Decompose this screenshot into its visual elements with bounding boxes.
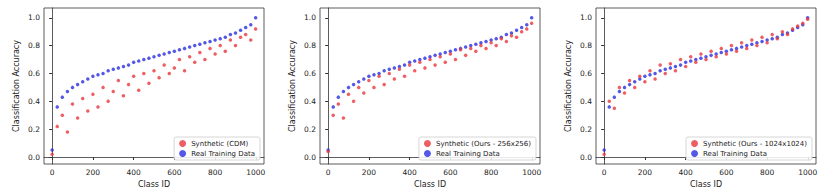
- svg-text:Real Training Data: Real Training Data: [703, 150, 767, 158]
- svg-text:0.6: 0.6: [28, 69, 40, 78]
- svg-text:0.8: 0.8: [580, 41, 592, 50]
- svg-text:0.4: 0.4: [580, 97, 592, 106]
- svg-text:0.2: 0.2: [28, 125, 40, 134]
- svg-text:Synthetic (CDM): Synthetic (CDM): [191, 140, 248, 148]
- svg-text:Classification Accuracy: Classification Accuracy: [288, 40, 297, 132]
- svg-text:200: 200: [638, 168, 653, 177]
- svg-text:1.0: 1.0: [28, 13, 40, 22]
- svg-text:0.8: 0.8: [28, 41, 40, 50]
- svg-text:0: 0: [326, 168, 331, 177]
- svg-text:600: 600: [443, 168, 458, 177]
- svg-text:0.2: 0.2: [580, 125, 592, 134]
- svg-text:0.4: 0.4: [28, 97, 40, 106]
- svg-text:0.0: 0.0: [580, 153, 592, 162]
- svg-text:0: 0: [50, 168, 55, 177]
- svg-text:400: 400: [126, 168, 141, 177]
- svg-text:Synthetic (Ours - 1024x1024): Synthetic (Ours - 1024x1024): [703, 140, 807, 148]
- svg-text:0.6: 0.6: [580, 69, 592, 78]
- svg-text:0.0: 0.0: [28, 153, 40, 162]
- svg-text:400: 400: [678, 168, 693, 177]
- svg-text:600: 600: [719, 168, 734, 177]
- svg-text:0.8: 0.8: [304, 41, 316, 50]
- svg-text:200: 200: [362, 168, 377, 177]
- svg-text:1000: 1000: [246, 168, 265, 177]
- svg-text:Classification Accuracy: Classification Accuracy: [564, 40, 573, 132]
- svg-text:Real Training Data: Real Training Data: [436, 150, 500, 158]
- svg-text:1000: 1000: [522, 168, 541, 177]
- svg-text:Class ID: Class ID: [690, 180, 722, 189]
- svg-text:800: 800: [760, 168, 775, 177]
- svg-text:0.4: 0.4: [304, 97, 316, 106]
- svg-text:400: 400: [402, 168, 417, 177]
- svg-text:600: 600: [167, 168, 182, 177]
- svg-text:1.0: 1.0: [304, 13, 316, 22]
- svg-text:800: 800: [484, 168, 499, 177]
- svg-text:0.6: 0.6: [304, 69, 316, 78]
- svg-text:0.0: 0.0: [304, 153, 316, 162]
- svg-text:Class ID: Class ID: [138, 180, 170, 189]
- svg-text:1000: 1000: [798, 168, 817, 177]
- svg-text:0: 0: [602, 168, 607, 177]
- svg-text:1.0: 1.0: [580, 13, 592, 22]
- svg-text:800: 800: [208, 168, 223, 177]
- svg-text:Synthetic (Ours - 256x256): Synthetic (Ours - 256x256): [436, 140, 531, 148]
- svg-text:Real Training Data: Real Training Data: [191, 150, 255, 158]
- svg-text:200: 200: [86, 168, 101, 177]
- svg-text:Class ID: Class ID: [414, 180, 446, 189]
- svg-text:0.2: 0.2: [304, 125, 316, 134]
- svg-text:Classification Accuracy: Classification Accuracy: [12, 40, 21, 132]
